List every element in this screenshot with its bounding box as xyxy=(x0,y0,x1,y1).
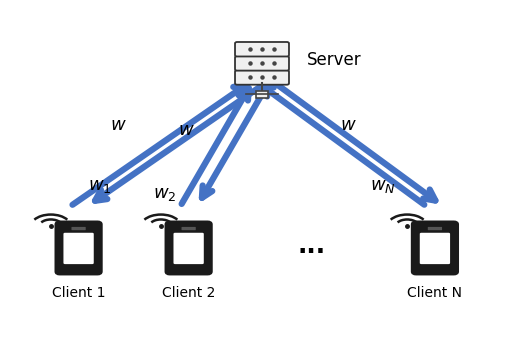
Text: ...: ... xyxy=(298,234,326,258)
Text: $w_1$: $w_1$ xyxy=(88,177,112,195)
Text: $w_N$: $w_N$ xyxy=(369,177,396,195)
Text: Server: Server xyxy=(307,51,361,69)
Text: $w_2$: $w_2$ xyxy=(154,185,177,203)
FancyBboxPatch shape xyxy=(420,233,450,264)
FancyBboxPatch shape xyxy=(166,222,212,274)
Text: Client 2: Client 2 xyxy=(162,286,215,300)
FancyBboxPatch shape xyxy=(235,70,289,85)
Text: $w$: $w$ xyxy=(110,116,126,134)
Text: Client N: Client N xyxy=(408,286,462,300)
FancyBboxPatch shape xyxy=(63,233,94,264)
Text: $w$: $w$ xyxy=(340,116,357,134)
FancyBboxPatch shape xyxy=(56,222,102,274)
Text: Client 1: Client 1 xyxy=(52,286,105,300)
FancyBboxPatch shape xyxy=(428,227,442,230)
FancyBboxPatch shape xyxy=(181,227,196,230)
FancyBboxPatch shape xyxy=(412,222,458,274)
FancyBboxPatch shape xyxy=(235,42,289,56)
Text: $w$: $w$ xyxy=(178,121,194,139)
FancyBboxPatch shape xyxy=(71,227,86,230)
FancyBboxPatch shape xyxy=(235,56,289,71)
FancyBboxPatch shape xyxy=(256,91,268,98)
FancyBboxPatch shape xyxy=(173,233,204,264)
